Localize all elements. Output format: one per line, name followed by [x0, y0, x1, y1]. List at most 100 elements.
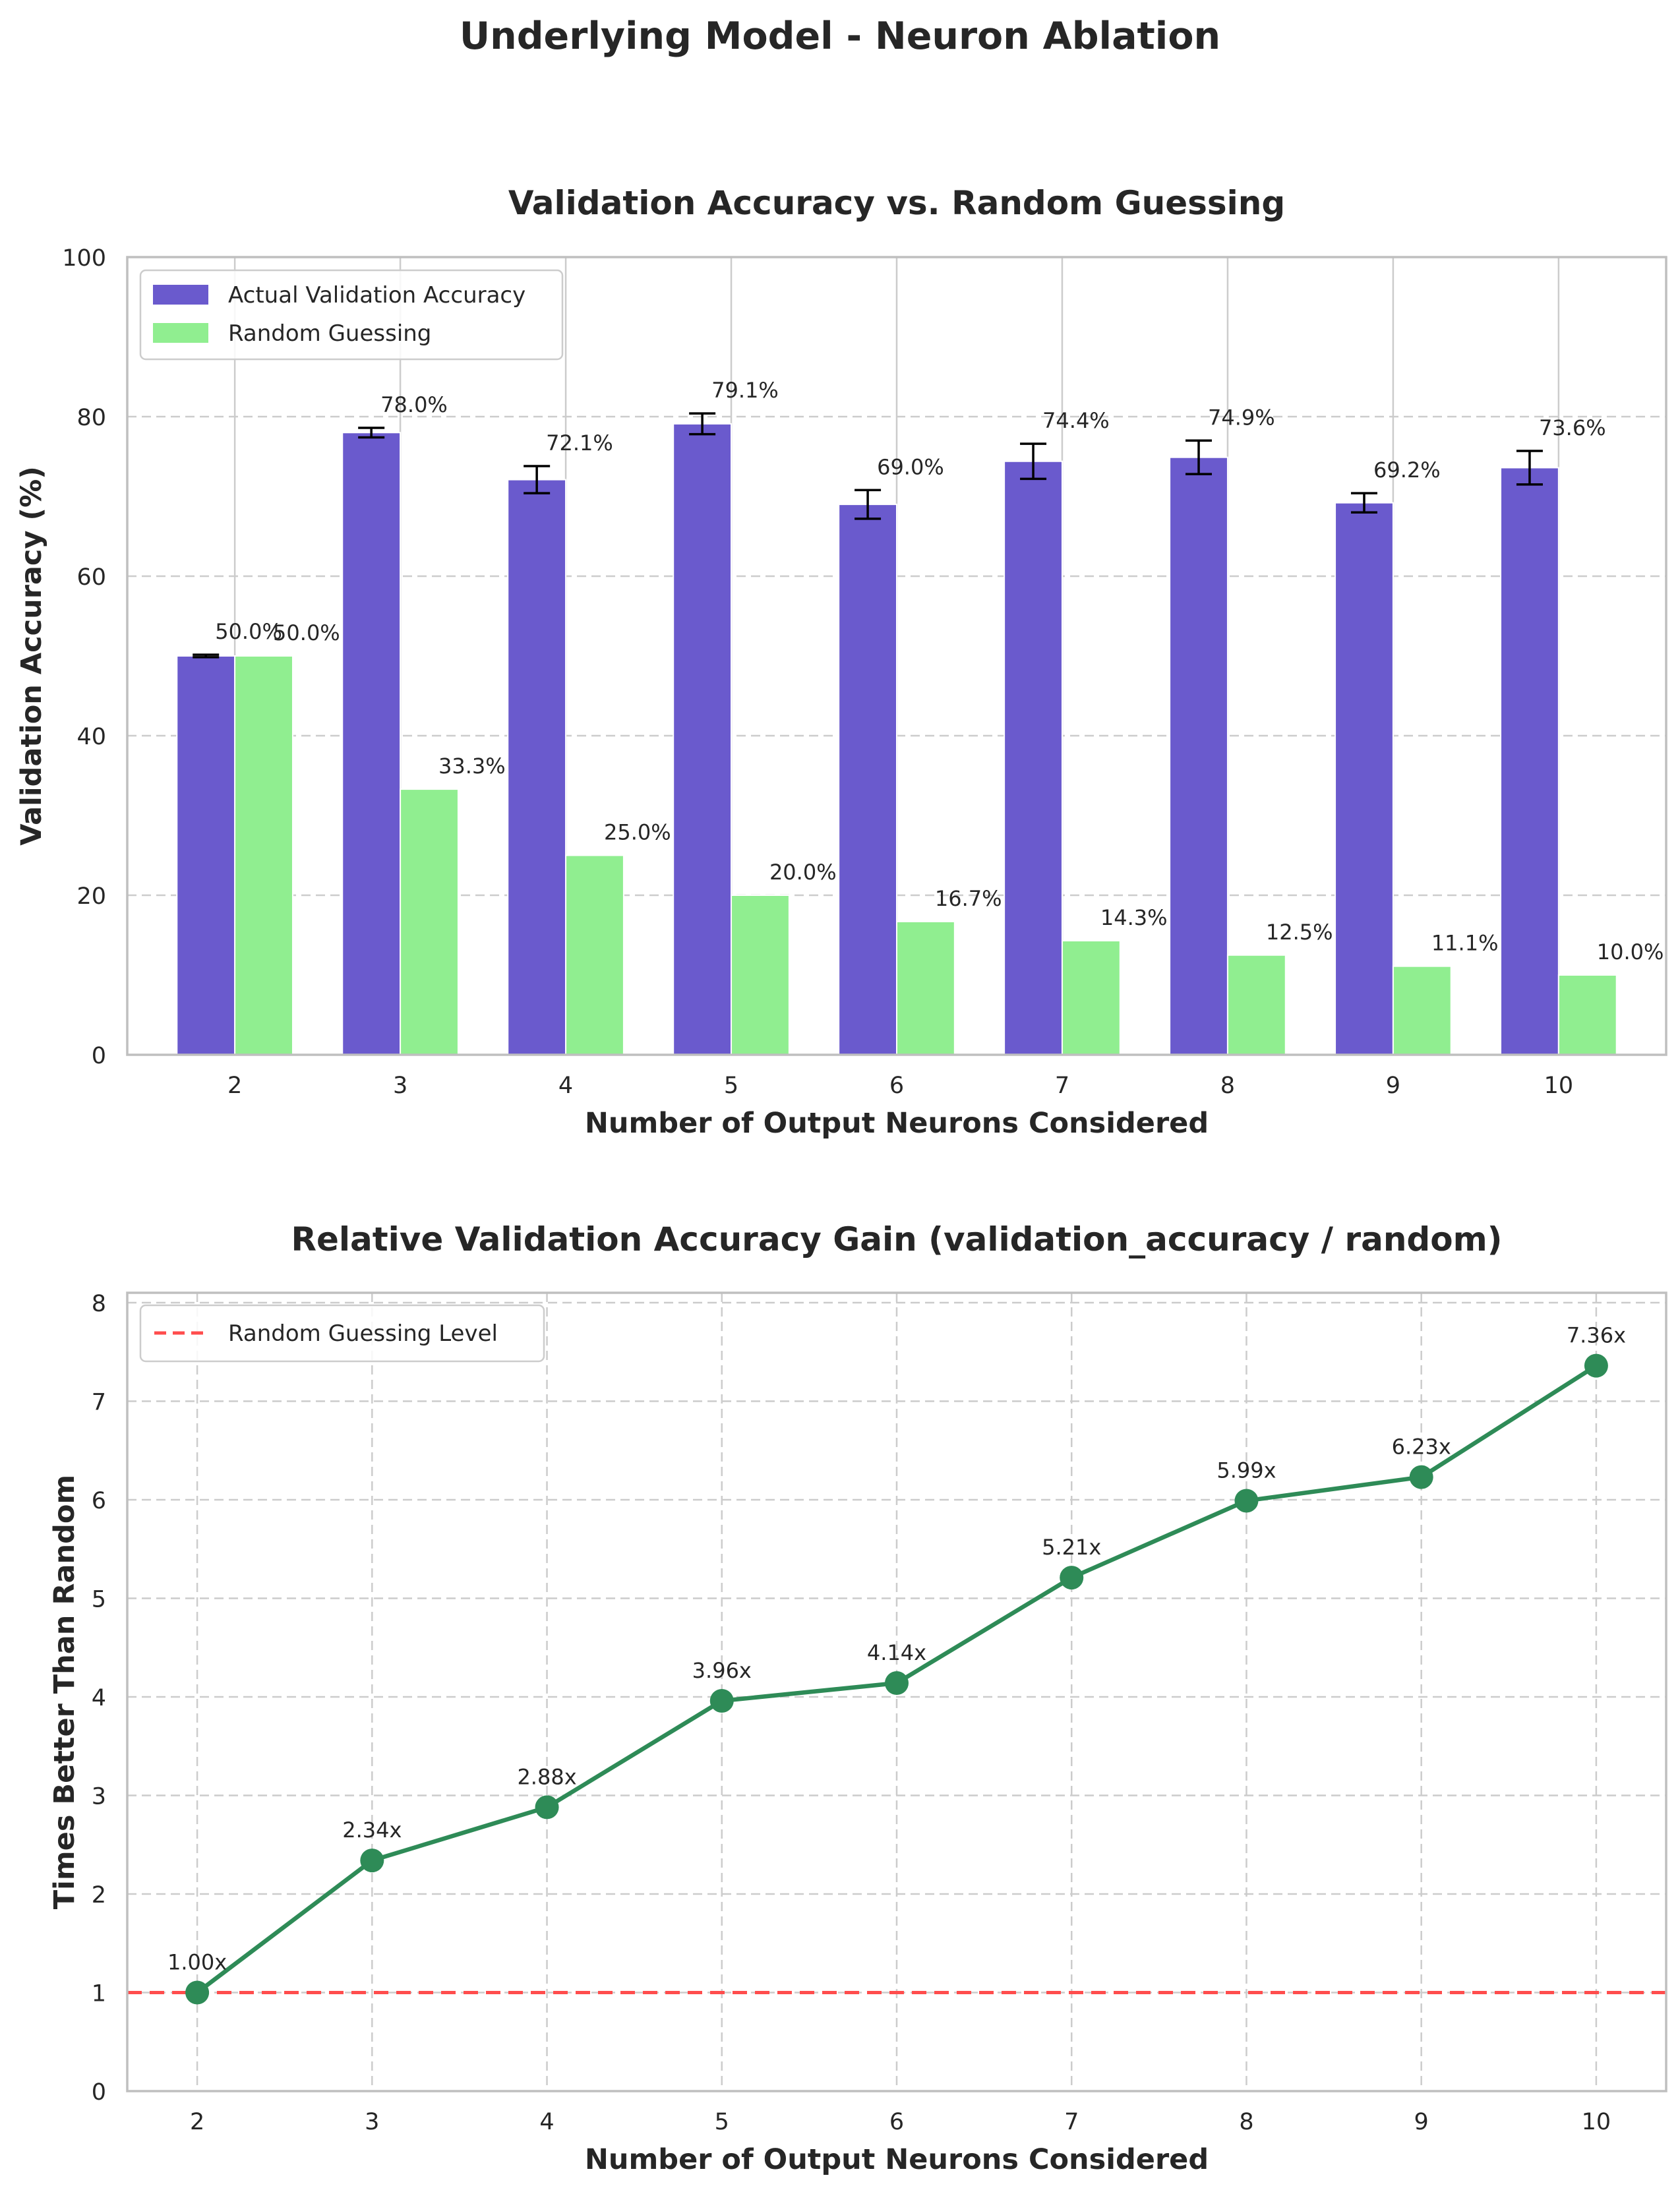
y-tick-label: 80 [76, 405, 106, 431]
bar-random-guessing [1557, 974, 1617, 1055]
bar-value-label: 74.4% [1042, 408, 1110, 433]
gain-value-label: 5.99x [1216, 1458, 1276, 1483]
legend-box [139, 269, 564, 361]
x-tick-label: 9 [1414, 2109, 1429, 2135]
bar-random-guessing [1226, 954, 1286, 1055]
gain-marker [709, 1688, 734, 1713]
x-axis-label: Number of Output Neurons Considered [585, 1107, 1209, 1140]
y-tick-label: 20 [76, 883, 106, 910]
x-tick-label: 7 [1064, 2109, 1079, 2135]
plot-frame [126, 256, 1667, 1056]
bar-random-guessing [1061, 939, 1121, 1055]
gain-value-label: 5.21x [1042, 1535, 1101, 1560]
bar-value-label: 14.3% [1100, 905, 1168, 930]
bar-actual-accuracy [342, 432, 402, 1055]
gain-value-label: 3.96x [692, 1658, 752, 1683]
x-tick-label: 4 [558, 1073, 573, 1099]
figure-suptitle: Underlying Model - Neuron Ablation [460, 15, 1220, 58]
x-tick-label: 2 [190, 2109, 204, 2135]
y-tick-label: 0 [92, 1043, 106, 1069]
chart-title: Relative Validation Accuracy Gain (valid… [291, 1220, 1502, 1258]
bar-value-label: 79.1% [711, 378, 779, 403]
y-tick-label: 2 [92, 1882, 106, 1909]
bar-value-label: 16.7% [935, 886, 1002, 911]
y-tick-label: 40 [76, 724, 106, 750]
legend-swatch-actual [153, 285, 208, 305]
bar-value-label: 20.0% [769, 860, 837, 885]
gain-marker [1584, 1353, 1608, 1378]
bar-value-label: 74.9% [1208, 405, 1275, 430]
y-tick-label: 1 [92, 1980, 106, 2007]
bar-random-guessing [896, 920, 955, 1056]
bar-value-label: 12.5% [1266, 920, 1333, 945]
gain-value-label: 2.34x [342, 1818, 402, 1843]
x-axis-label: Number of Output Neurons Considered [585, 2143, 1209, 2176]
gain-value-label: 4.14x [867, 1640, 926, 1665]
bar-value-label: 25.0% [604, 820, 671, 845]
gain-value-label: 6.23x [1392, 1435, 1451, 1460]
bar-actual-accuracy [1500, 467, 1559, 1055]
x-tick-label: 8 [1239, 2109, 1253, 2135]
x-tick-label: 2 [227, 1073, 242, 1099]
bar-value-label: 72.1% [546, 430, 613, 456]
x-tick-label: 10 [1544, 1073, 1574, 1099]
gain-marker [360, 1849, 384, 1873]
x-tick-label: 3 [365, 2109, 379, 2135]
x-tick-label: 8 [1220, 1073, 1235, 1099]
gain-marker [1234, 1489, 1259, 1513]
x-tick-label: 3 [393, 1073, 407, 1099]
bar-value-label: 69.0% [877, 454, 944, 479]
bar-chart-panel: 0 20 40 60 80 100 50.0%50.0% 2 78.0% 33.3% 3 72.1% 2… [15, 184, 1667, 1140]
gain-marker [1060, 1566, 1084, 1590]
x-tick-label: 6 [889, 2109, 904, 2135]
bar-random-guessing [400, 788, 459, 1055]
gain-marker [1409, 1465, 1433, 1489]
legend-box [139, 1304, 545, 1363]
bar-actual-accuracy [1004, 460, 1063, 1055]
legend: Random Guessing Level [139, 1304, 545, 1363]
legend-label-random-level: Random Guessing Level [228, 1320, 498, 1347]
legend-label-random: Random Guessing [228, 320, 431, 347]
y-tick-label: 8 [92, 1291, 106, 1317]
bar-actual-accuracy [838, 504, 897, 1055]
x-tick-label: 6 [889, 1073, 904, 1099]
legend-label-actual: Actual Validation Accuracy [228, 282, 525, 309]
bar-value-label: 11.1% [1431, 931, 1499, 956]
legend: Actual Validation Accuracy Random Guessin… [139, 269, 564, 361]
y-tick-label: 3 [92, 1783, 106, 1810]
gain-marker [185, 1980, 210, 2005]
bar-random-guessing [731, 895, 790, 1055]
bar-random-guessing [565, 854, 624, 1055]
x-tick-label: 5 [715, 2109, 729, 2135]
bar-value-label: 78.0% [380, 392, 448, 417]
y-tick-label: 0 [92, 2079, 106, 2106]
bar-value-label: 50.0% [273, 620, 340, 645]
bar-actual-accuracy [1169, 456, 1228, 1055]
bar-actual-accuracy [673, 423, 733, 1055]
y-axis-label: Times Better Than Random [48, 1475, 81, 1909]
x-tick-label: 4 [539, 2109, 554, 2135]
y-tick-label: 60 [76, 564, 106, 591]
x-tick-label: 7 [1055, 1073, 1069, 1099]
bar-actual-accuracy [1335, 502, 1394, 1055]
y-tick-label: 4 [92, 1685, 106, 1711]
bar-random-guessing [234, 655, 293, 1055]
gain-marker [885, 1671, 909, 1696]
y-axis-label: Validation Accuracy (%) [15, 466, 48, 846]
x-tick-label: 10 [1582, 2109, 1611, 2135]
gain-value-label: 1.00x [167, 1949, 227, 1974]
x-tick-label: 5 [724, 1073, 738, 1099]
y-tick-label: 100 [62, 245, 106, 272]
legend-swatch-random [153, 323, 208, 343]
bar-value-label: 10.0% [1597, 939, 1664, 964]
bar-actual-accuracy [176, 655, 236, 1055]
y-tick-label: 5 [92, 1586, 106, 1613]
bar-random-guessing [1392, 965, 1452, 1055]
bar-value-label: 33.3% [438, 754, 506, 779]
y-tick-label: 6 [92, 1488, 106, 1514]
chart-title: Validation Accuracy vs. Random Guessing [508, 184, 1285, 222]
bar-actual-accuracy [507, 479, 567, 1055]
gain-value-label: 2.88x [517, 1764, 576, 1789]
bar-value-label: 73.6% [1539, 415, 1606, 440]
